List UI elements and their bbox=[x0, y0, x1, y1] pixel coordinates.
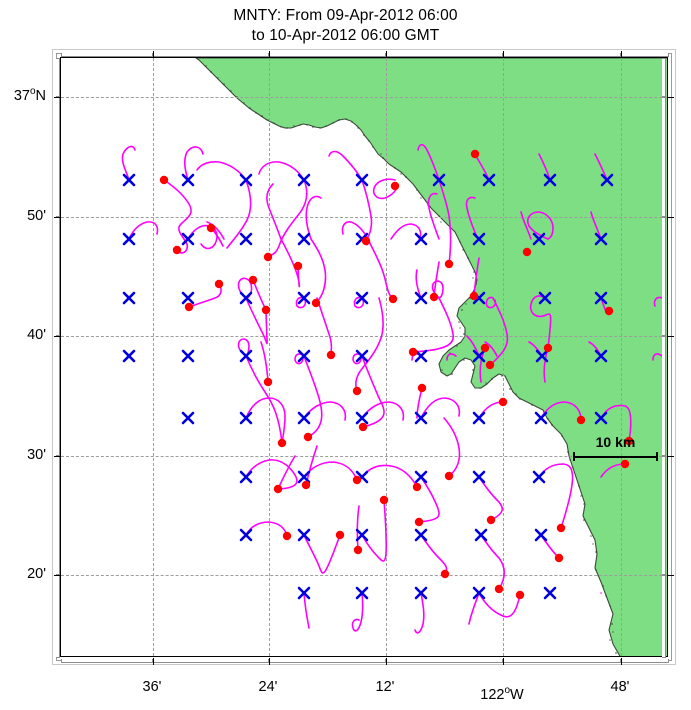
x-tick-top bbox=[269, 51, 270, 58]
y-tick-right bbox=[667, 456, 674, 457]
frame-bevel-bottom bbox=[503, 659, 621, 663]
start-markers-layer bbox=[122, 173, 614, 600]
end-markers-layer bbox=[159, 149, 634, 600]
x-tick-label: 24' bbox=[258, 679, 278, 695]
frame-bevel-bottom bbox=[153, 659, 269, 663]
y-tick-label: 20' bbox=[27, 566, 46, 582]
frame-bevel-right bbox=[662, 97, 666, 217]
frame-bevel-right bbox=[662, 456, 666, 575]
y-tick bbox=[54, 336, 61, 337]
frame-bevel-left bbox=[56, 456, 60, 575]
x-tick bbox=[503, 658, 504, 665]
x-tick-label-122w: 122oW bbox=[480, 685, 524, 703]
y-tick bbox=[54, 217, 61, 218]
x-tick-label: 36' bbox=[142, 679, 162, 695]
frame-bevel-right bbox=[662, 217, 666, 336]
frame-bevel-top bbox=[621, 53, 669, 57]
x-tick bbox=[621, 658, 622, 665]
scale-bar-line bbox=[573, 452, 658, 461]
frame-bevel-top bbox=[503, 53, 621, 57]
frame-bevel-left bbox=[56, 217, 60, 336]
x-tick-top bbox=[621, 51, 622, 58]
x-tick-top bbox=[386, 51, 387, 58]
y-tick-label-37n: 37oN bbox=[13, 86, 46, 104]
scale-bar: 10 km bbox=[573, 434, 658, 461]
x-tick bbox=[269, 658, 270, 665]
y-tick bbox=[54, 575, 61, 576]
y-tick-label: 50' bbox=[27, 208, 46, 224]
scale-bar-end-tick bbox=[656, 452, 658, 461]
y-tick bbox=[54, 456, 61, 457]
frame-bevel-bottom bbox=[269, 659, 386, 663]
start-marker-group bbox=[122, 173, 614, 600]
end-marker-group bbox=[159, 149, 634, 600]
frame-bevel-top bbox=[61, 53, 153, 57]
land-layer bbox=[195, 58, 667, 656]
frame-bevel-left bbox=[56, 58, 60, 97]
y-tick-right bbox=[667, 217, 674, 218]
title-line-2: to 10-Apr-2012 06:00 GMT bbox=[251, 27, 440, 44]
frame-bevel-right bbox=[662, 336, 666, 456]
frame-bevel-top bbox=[386, 53, 503, 57]
frame-bevel-left bbox=[56, 336, 60, 456]
frame-bevel-left bbox=[56, 97, 60, 217]
x-tick-top bbox=[153, 51, 154, 58]
x-tick-top bbox=[503, 51, 504, 58]
x-tick bbox=[386, 658, 387, 665]
frame-bevel-top bbox=[269, 53, 386, 57]
y-tick-right bbox=[667, 575, 674, 576]
y-tick bbox=[54, 97, 61, 98]
y-tick-right bbox=[667, 336, 674, 337]
frame-bevel-bottom bbox=[386, 659, 503, 663]
map-plot-area: 10 km bbox=[54, 51, 674, 665]
frame-bevel-right bbox=[662, 575, 666, 658]
map-clip: 10 km bbox=[61, 58, 667, 656]
frame-bevel-bottom bbox=[61, 659, 153, 663]
figure-title: MNTY: From 09-Apr-2012 06:00 to 10-Apr-2… bbox=[0, 6, 691, 46]
frame-bevel-right bbox=[662, 58, 666, 97]
x-tick-label: 48' bbox=[610, 679, 630, 695]
scale-bar-label: 10 km bbox=[595, 434, 636, 450]
y-tick-right bbox=[667, 97, 674, 98]
title-line-1: MNTY: From 09-Apr-2012 06:00 bbox=[233, 7, 458, 24]
frame-bevel-top bbox=[153, 53, 269, 57]
x-tick bbox=[153, 658, 154, 665]
y-tick-label: 40' bbox=[27, 327, 46, 343]
x-tick-label: 12' bbox=[375, 679, 395, 695]
y-tick-label: 30' bbox=[27, 447, 46, 463]
frame-bevel-left bbox=[56, 575, 60, 658]
land-polygon bbox=[195, 58, 667, 656]
frame-bevel-bottom bbox=[621, 659, 669, 663]
